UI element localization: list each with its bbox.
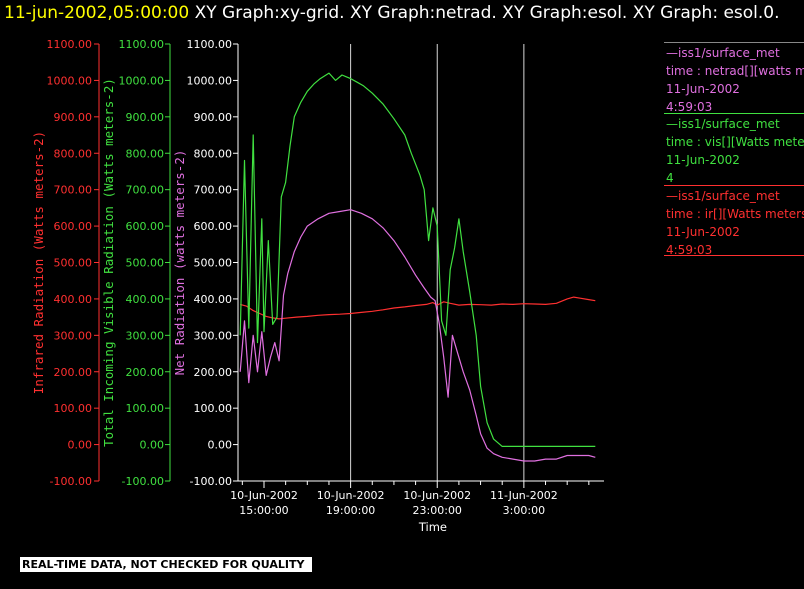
y-tick-label-net-5: 400.00: [194, 293, 233, 306]
y-tick-label-vis-4: 300.00: [126, 329, 165, 342]
x-tick-label-date-0: 10-Jun-2002: [230, 489, 298, 502]
y-tick-label-net-4: 300.00: [194, 329, 233, 342]
legend-rule: [664, 185, 804, 186]
legend-rule: [664, 42, 804, 43]
x-tick-label-date-3: 11-Jun-2002: [490, 489, 558, 502]
y-tick-label-ir-10: 900.00: [54, 111, 93, 124]
y-tick-label-net-0: -100.00: [190, 475, 232, 488]
y-tick-label-ir-9: 800.00: [54, 147, 93, 160]
legend-variable: time : ir[][Watts meters: [666, 207, 804, 221]
header-date: 11-jun-2002,05:00:00: [4, 3, 190, 23]
y-tick-label-net-1: 0.00: [208, 439, 233, 452]
legend-source: —iss1/surface_met: [666, 189, 780, 203]
legend-rule: [664, 113, 804, 114]
y-tick-label-vis-0: -100.00: [122, 475, 164, 488]
y-tick-label-ir-1: 0.00: [68, 439, 93, 452]
y-tick-label-ir-11: 1000.00: [47, 74, 93, 87]
y-axis-title-ir: Infrared Radiation (Watts meters-2): [31, 131, 46, 394]
y-tick-label-vis-10: 900.00: [126, 111, 165, 124]
x-tick-label-time-3: 3:00:00: [503, 504, 545, 517]
x-tick-label-time-0: 15:00:00: [239, 504, 288, 517]
x-tick-label-time-1: 19:00:00: [326, 504, 375, 517]
y-tick-label-vis-2: 100.00: [126, 402, 165, 415]
y-tick-label-vis-3: 200.00: [126, 366, 165, 379]
x-axis-title: Time: [418, 520, 447, 534]
y-tick-label-ir-4: 300.00: [54, 329, 93, 342]
series-line-0: [240, 296, 596, 320]
legend-source: —iss1/surface_met: [666, 46, 780, 60]
legend-date: 11-Jun-2002: [666, 82, 740, 96]
y-tick-label-ir-7: 600.00: [54, 220, 93, 233]
y-tick-label-ir-12: 1100.00: [47, 38, 93, 51]
legend-time: 4:59:03: [666, 100, 713, 114]
y-tick-label-vis-6: 500.00: [126, 257, 165, 270]
series-line-2: [239, 209, 596, 462]
y-axis-title-net: Net Radiation (watts meters-2): [172, 150, 187, 376]
y-tick-label-ir-5: 400.00: [54, 293, 93, 306]
y-tick-label-ir-8: 700.00: [54, 184, 93, 197]
y-tick-label-net-3: 200.00: [194, 366, 233, 379]
y-tick-label-vis-5: 400.00: [126, 293, 165, 306]
header-graph-titles: XY Graph:xy-grid. XY Graph:netrad. XY Gr…: [189, 3, 780, 23]
y-axis-title-vis: Total Incoming Visible Radiation (Watts …: [101, 78, 116, 447]
legend-date: 11-Jun-2002: [666, 153, 740, 167]
y-tick-label-net-7: 600.00: [194, 220, 233, 233]
y-tick-label-net-6: 500.00: [194, 257, 233, 270]
y-tick-label-net-9: 800.00: [194, 147, 233, 160]
y-tick-label-vis-1: 0.00: [140, 439, 165, 452]
legend-date: 11-Jun-2002: [666, 225, 740, 239]
legend-source: —iss1/surface_met: [666, 117, 780, 131]
y-tick-label-net-11: 1000.00: [187, 74, 233, 87]
legend-time: 4: [666, 171, 674, 185]
y-tick-label-vis-7: 600.00: [126, 220, 165, 233]
y-tick-label-ir-0: -100.00: [50, 475, 92, 488]
x-tick-label-date-1: 10-Jun-2002: [317, 489, 385, 502]
x-tick-label-time-2: 23:00:00: [413, 504, 462, 517]
y-tick-label-ir-3: 200.00: [54, 366, 93, 379]
chart-header: 11-jun-2002,05:00:00 XY Graph:xy-grid. X…: [4, 2, 804, 25]
y-tick-label-ir-6: 500.00: [54, 257, 93, 270]
y-tick-label-vis-9: 800.00: [126, 147, 165, 160]
legend-bottom-rule: [664, 255, 804, 256]
y-tick-label-vis-11: 1000.00: [119, 74, 165, 87]
series-line-1: [239, 72, 596, 447]
y-tick-label-ir-2: 100.00: [54, 402, 93, 415]
legend-variable: time : vis[][Watts meters: [666, 135, 804, 149]
y-tick-label-vis-12: 1100.00: [119, 38, 165, 51]
y-tick-label-vis-8: 700.00: [126, 184, 165, 197]
y-tick-label-net-10: 900.00: [194, 111, 233, 124]
y-tick-label-net-8: 700.00: [194, 184, 233, 197]
x-tick-label-date-2: 10-Jun-2002: [403, 489, 471, 502]
y-tick-label-net-2: 100.00: [194, 402, 233, 415]
quality-banner: REAL-TIME DATA, NOT CHECKED FOR QUALITY: [20, 557, 313, 572]
y-tick-label-net-12: 1100.00: [187, 38, 233, 51]
legend-time: 4:59:03: [666, 243, 713, 257]
legend-variable: time : netrad[][watts met: [666, 64, 804, 78]
